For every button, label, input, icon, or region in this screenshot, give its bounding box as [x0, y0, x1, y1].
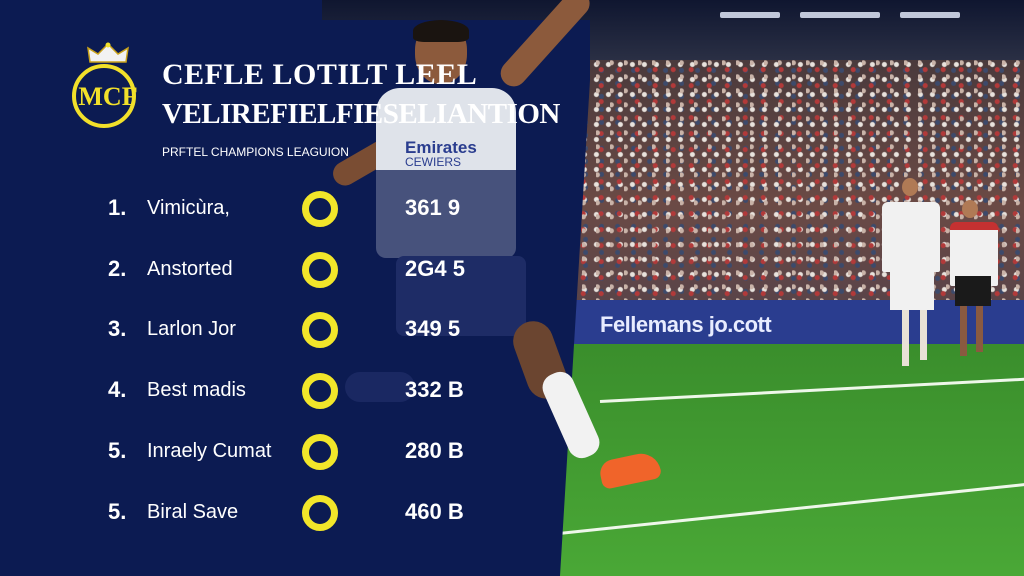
player-score: 349 5: [405, 316, 461, 341]
player-shorts: [396, 256, 526, 336]
advertising-board-text: Fellemans jo.cott: [600, 312, 772, 337]
rank-number: 5.: [108, 438, 127, 463]
list-item: 5. Inraely Cumat 280 B: [0, 432, 520, 472]
ring-icon: [302, 191, 338, 227]
page-title-line2: VELIREFIELFIESELIANTION: [162, 98, 560, 130]
pitch-line: [539, 481, 1024, 537]
page-title: CEFLE LOTILT LEEL: [162, 58, 478, 91]
player-score: 280 B: [405, 438, 464, 463]
player-score: 2G4 5: [405, 256, 465, 281]
rank-number: 2.: [108, 256, 127, 281]
page-subtitle: PRFTEL CHAMPIONS LEAGUION: [162, 145, 349, 159]
list-item: 1. Vimicùra, 361 9: [0, 189, 520, 229]
pitch: [520, 344, 1024, 576]
player-leg: [345, 372, 415, 402]
player-name: Larlon Jor: [147, 318, 236, 340]
list-item: 5. Biral Save 460 B: [0, 493, 520, 533]
list-item: 3. Larlon Jor 349 5: [0, 310, 520, 350]
club-crest: MCF: [72, 42, 144, 130]
jersey-sponsor-main: Emirates: [405, 138, 477, 157]
rank-number: 3.: [108, 316, 127, 341]
rank-number: 1.: [108, 195, 127, 220]
crest-ring: [72, 64, 136, 128]
player-name: Anstorted: [147, 258, 233, 280]
player-score: 361 9: [405, 195, 461, 220]
player-name: Inraely Cumat: [147, 440, 272, 462]
player-name: Vimicùra,: [147, 197, 230, 219]
ring-icon: [302, 373, 338, 409]
ring-icon: [302, 312, 338, 348]
crown-icon: [87, 42, 129, 63]
player-name: Best madis: [147, 379, 246, 401]
player-hair: [413, 20, 469, 42]
player-score: 460 B: [405, 499, 464, 524]
player-score: 332 B: [405, 377, 464, 402]
rank-number: 5.: [108, 499, 127, 524]
rank-number: 4.: [108, 377, 127, 402]
floodlight: [720, 12, 780, 18]
jersey-sponsor: Emirates CEWIERS: [405, 138, 477, 170]
ring-icon: [302, 434, 338, 470]
crest-monogram: MCF: [78, 82, 138, 111]
advertising-board: [540, 300, 1024, 344]
ring-icon: [302, 252, 338, 288]
pitch-line: [599, 376, 1024, 403]
crowd: [540, 60, 1024, 300]
jersey-sponsor-sub: CEWIERS: [405, 155, 462, 169]
floodlight: [900, 12, 960, 18]
list-item: 4. Best madis 332 B: [0, 371, 520, 411]
player-name: Biral Save: [147, 501, 239, 523]
floodlight: [800, 12, 880, 18]
list-item: 2. Anstorted 2G4 5: [0, 250, 520, 290]
ring-icon: [302, 495, 338, 531]
